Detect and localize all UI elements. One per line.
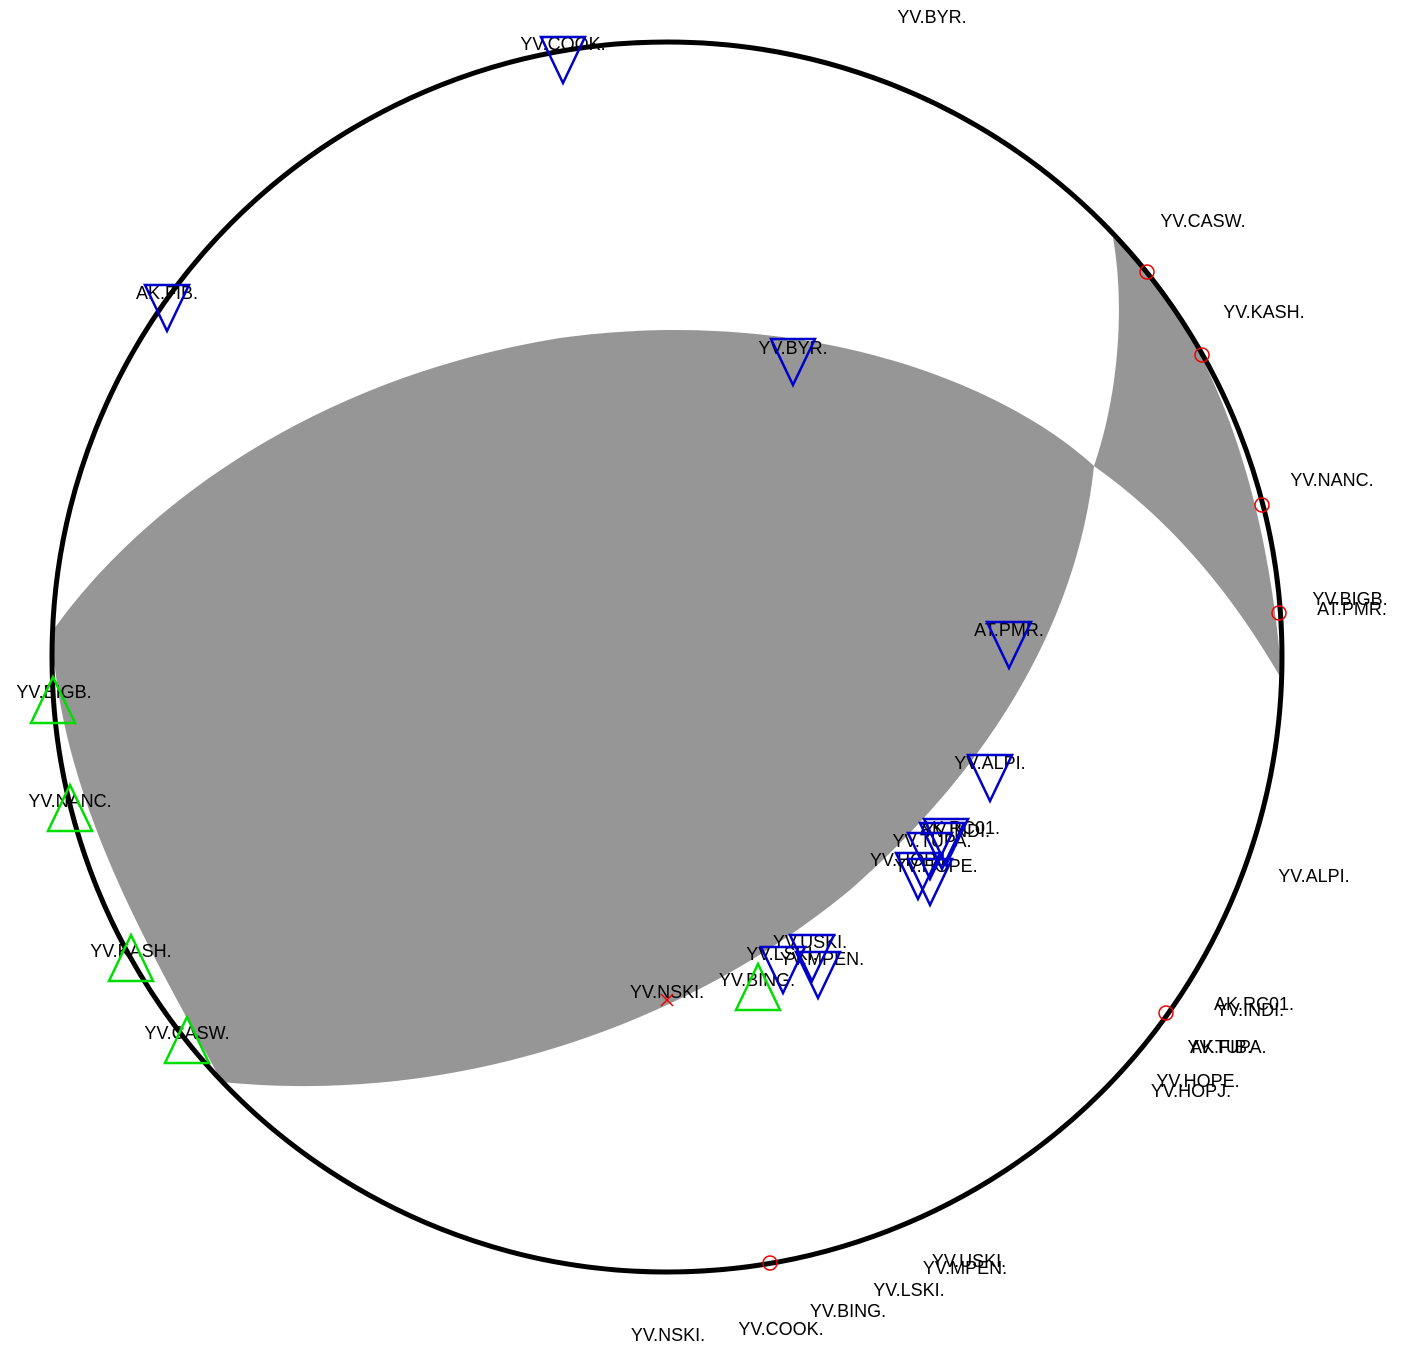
station-label: YV.INDI. bbox=[922, 821, 990, 841]
up-triangle-marker bbox=[734, 961, 782, 1012]
station-label: YV.USKI. bbox=[932, 1251, 1006, 1271]
station-label: YV.COOK. bbox=[738, 1319, 823, 1339]
station-label: YV.NANC. bbox=[28, 791, 111, 811]
station-label: YV.ALPI. bbox=[1278, 866, 1349, 886]
station-label: YV.KASH. bbox=[90, 941, 171, 961]
station-label: YV.TUPA. bbox=[1187, 1037, 1266, 1057]
station-label: YV.HOPJ. bbox=[1151, 1081, 1231, 1101]
compressional-lobe-main bbox=[52, 330, 1094, 1087]
station-label: YV.BYR. bbox=[758, 338, 827, 358]
station-label: YV.HOPE. bbox=[1156, 1071, 1239, 1091]
station-label: AK.FIB. bbox=[1190, 1037, 1252, 1057]
station-markers bbox=[29, 35, 1287, 1271]
station-circle-marker bbox=[762, 1255, 778, 1271]
up-triangle-marker bbox=[29, 674, 77, 725]
down-triangle-marker bbox=[918, 821, 966, 872]
station-label: YV.NSKI. bbox=[630, 982, 704, 1002]
down-triangle-marker bbox=[985, 620, 1033, 671]
station-label: YV.CASW. bbox=[144, 1023, 229, 1043]
station-label: YV.KASH. bbox=[1223, 302, 1304, 322]
down-triangle-marker bbox=[769, 337, 817, 388]
station-label: AK.RC01. bbox=[1214, 994, 1294, 1014]
station-label: YV.BYR. bbox=[897, 7, 966, 27]
up-triangle-marker bbox=[46, 782, 94, 833]
station-circle-marker bbox=[1158, 1005, 1174, 1021]
station-label: YV.BING. bbox=[719, 970, 795, 990]
down-triangle-marker bbox=[539, 35, 587, 86]
station-label: YV.BIGB. bbox=[1312, 589, 1387, 609]
station-circle-marker bbox=[1139, 264, 1155, 280]
station-label: YV.MPEN. bbox=[923, 1258, 1007, 1278]
station-label: YV.LSKI. bbox=[873, 1280, 944, 1300]
station-label: YV.NSKI. bbox=[631, 1325, 705, 1345]
station-label: YV.CASW. bbox=[1160, 211, 1245, 231]
station-label: YV.ALPI. bbox=[954, 753, 1025, 773]
station-circle-marker bbox=[1194, 347, 1210, 363]
down-triangle-marker bbox=[794, 950, 842, 1001]
down-triangle-marker bbox=[906, 857, 954, 908]
station-label: AT.PMR. bbox=[974, 620, 1044, 640]
focal-sphere-outline bbox=[49, 39, 1285, 1275]
station-circle-marker bbox=[1271, 605, 1287, 621]
down-triangle-marker bbox=[922, 817, 970, 868]
up-triangle-marker bbox=[163, 1014, 211, 1065]
down-triangle-marker bbox=[906, 831, 954, 882]
station-circle-marker bbox=[1254, 497, 1270, 513]
station-label: AT.PMR. bbox=[1317, 599, 1387, 619]
up-triangle-marker bbox=[107, 932, 155, 983]
down-triangle-marker bbox=[966, 753, 1014, 804]
down-triangle-marker bbox=[759, 945, 807, 996]
cross-marker bbox=[660, 993, 674, 1007]
station-label: YV.NANC. bbox=[1290, 470, 1373, 490]
down-triangle-marker bbox=[143, 283, 191, 334]
station-label: YV.BIGB. bbox=[16, 682, 91, 702]
station-label: YV.BING. bbox=[810, 1301, 886, 1321]
compressional-lobe-east bbox=[1094, 232, 1282, 680]
station-label: YV.INDI. bbox=[1216, 1000, 1284, 1020]
down-triangle-marker bbox=[894, 851, 942, 902]
